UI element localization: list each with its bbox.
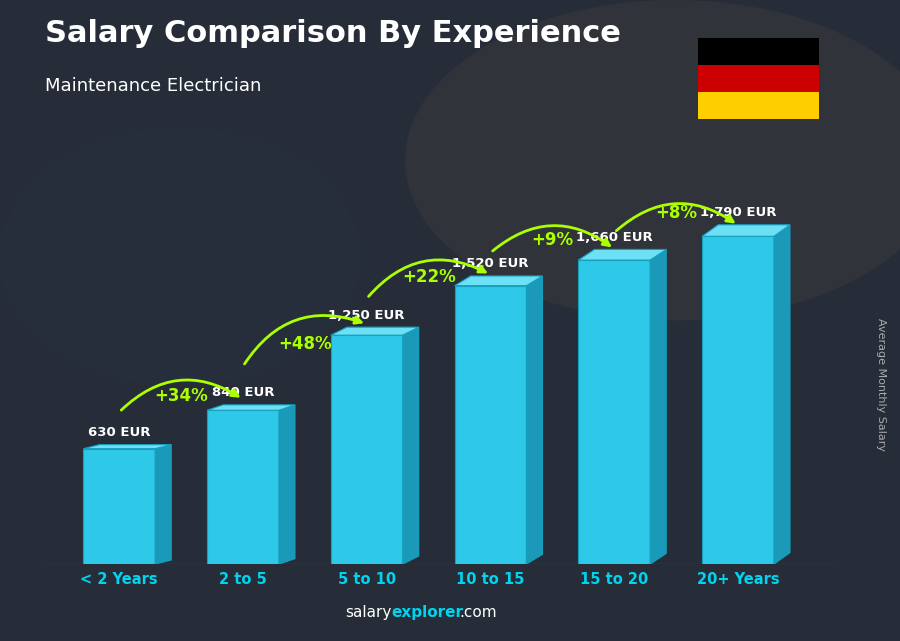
Text: Average Monthly Salary: Average Monthly Salary (877, 318, 886, 451)
Polygon shape (84, 449, 155, 564)
Text: +9%: +9% (531, 231, 573, 249)
Text: +8%: +8% (655, 204, 698, 222)
Text: salary: salary (345, 605, 392, 620)
Polygon shape (155, 445, 171, 564)
Text: Salary Comparison By Experience: Salary Comparison By Experience (45, 19, 621, 48)
Text: explorer: explorer (392, 605, 464, 620)
Text: .com: .com (459, 605, 497, 620)
Polygon shape (454, 276, 543, 286)
Polygon shape (702, 225, 790, 237)
Bar (698, 92, 819, 119)
Text: +34%: +34% (154, 387, 208, 404)
Text: Maintenance Electrician: Maintenance Electrician (45, 77, 261, 95)
Polygon shape (207, 405, 295, 410)
Text: 1,250 EUR: 1,250 EUR (328, 309, 405, 322)
Polygon shape (331, 327, 418, 335)
Ellipse shape (405, 0, 900, 320)
Polygon shape (207, 410, 279, 564)
Text: 1,790 EUR: 1,790 EUR (700, 206, 776, 219)
Polygon shape (279, 405, 295, 564)
Bar (698, 38, 819, 65)
Text: 840 EUR: 840 EUR (212, 387, 274, 399)
Text: +48%: +48% (278, 335, 332, 353)
Text: 1,520 EUR: 1,520 EUR (452, 258, 529, 271)
Text: 1,660 EUR: 1,660 EUR (576, 231, 652, 244)
Polygon shape (579, 260, 650, 564)
Polygon shape (579, 249, 666, 260)
Polygon shape (84, 445, 171, 449)
Text: 630 EUR: 630 EUR (88, 426, 150, 439)
Polygon shape (331, 335, 402, 564)
Text: +22%: +22% (401, 268, 455, 286)
Ellipse shape (0, 128, 360, 385)
Bar (698, 65, 819, 92)
Polygon shape (402, 327, 418, 564)
Polygon shape (526, 276, 543, 564)
Polygon shape (454, 286, 526, 564)
Polygon shape (774, 225, 790, 564)
Polygon shape (702, 237, 774, 564)
Polygon shape (650, 249, 666, 564)
